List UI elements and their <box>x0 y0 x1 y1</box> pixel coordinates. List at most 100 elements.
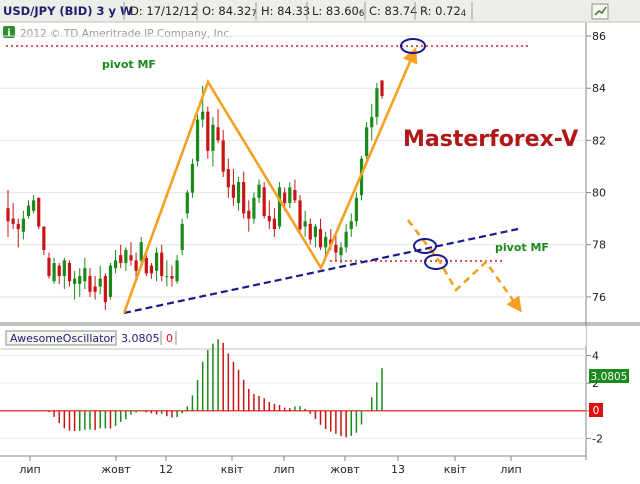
candle-body <box>288 187 292 203</box>
price-tick-label: 80 <box>592 187 606 200</box>
candle <box>149 263 154 279</box>
candle <box>113 249 118 274</box>
candle-body <box>108 265 113 297</box>
candle-body <box>42 226 46 250</box>
candle <box>226 158 230 198</box>
candle-body <box>349 221 353 230</box>
candle-body <box>231 184 236 198</box>
candle <box>21 210 25 240</box>
candle-body <box>221 140 225 172</box>
price-tick-label: 76 <box>592 291 606 304</box>
candle <box>119 244 123 269</box>
oscillator-tick-label: -2 <box>592 432 603 445</box>
candle-body <box>124 249 128 263</box>
candle-body <box>144 257 148 274</box>
candle <box>206 106 210 159</box>
candle <box>339 242 343 263</box>
candle-body <box>154 252 159 271</box>
candle <box>370 103 374 141</box>
header-bar <box>0 0 640 22</box>
candle-body <box>139 242 143 261</box>
candle <box>160 244 164 282</box>
time-tick-label: 12 <box>159 463 173 476</box>
candle <box>42 226 46 256</box>
candle-body <box>83 268 87 282</box>
candle <box>216 109 220 143</box>
candle <box>73 270 77 300</box>
candle <box>349 213 353 237</box>
candle <box>211 116 215 167</box>
oscillator-title-box[interactable]: AwesomeOscillator <box>5 330 117 346</box>
candle <box>195 114 200 167</box>
candle-body <box>119 255 123 263</box>
candle-body <box>339 247 343 256</box>
svg-text:i: i <box>7 28 10 39</box>
candle-body <box>16 223 20 230</box>
candle <box>16 218 20 248</box>
range-readout: R: 0.724 <box>420 4 466 19</box>
candle-body <box>344 231 348 248</box>
info-icon[interactable]: i <box>3 26 15 39</box>
candle-body <box>62 260 66 277</box>
candle-body <box>375 88 379 117</box>
time-tick-label: лип <box>500 463 521 476</box>
time-tick-label: лип <box>19 463 40 476</box>
candle-body <box>6 208 10 222</box>
time-tick-label: квіт <box>444 463 467 476</box>
svg-text:0: 0 <box>593 405 600 417</box>
candle-body <box>98 278 102 287</box>
svg-text:3.0805: 3.0805 <box>591 371 628 383</box>
candle-body <box>11 218 15 224</box>
oscillator-name: AwesomeOscillator <box>10 332 115 345</box>
candle-body <box>277 187 282 227</box>
candle-body <box>195 119 200 162</box>
price-panel <box>0 23 586 323</box>
candle-body <box>293 189 297 201</box>
candle <box>236 176 241 211</box>
price-tick-label: 86 <box>592 30 606 43</box>
candle-body <box>67 263 72 282</box>
candle <box>242 171 246 219</box>
candle-body <box>272 218 277 230</box>
candle <box>78 268 82 297</box>
candle <box>57 263 61 284</box>
candle <box>190 158 195 198</box>
candle-body <box>236 182 241 203</box>
candle <box>52 257 56 284</box>
candle-body <box>365 127 369 157</box>
candle-body <box>78 276 82 284</box>
candle-body <box>380 80 384 97</box>
candle-body <box>88 276 92 292</box>
candle <box>247 200 251 232</box>
candle <box>108 263 113 300</box>
candle <box>180 218 184 256</box>
candle-body <box>370 116 374 128</box>
candle <box>354 192 358 227</box>
candle <box>93 276 97 300</box>
time-tick-label: лип <box>273 463 294 476</box>
candle-body <box>73 278 77 284</box>
oscillator-grid <box>0 355 586 439</box>
candle-body <box>318 229 323 248</box>
time-tick-label: 13 <box>391 463 405 476</box>
copyright-watermark: 2012 © TD Ameritrade IP Company, Inc. <box>20 28 232 40</box>
candle <box>380 80 384 99</box>
chart-settings-icon[interactable] <box>591 3 609 20</box>
candle <box>165 260 169 287</box>
support-trendline <box>123 227 519 315</box>
candle <box>344 223 348 253</box>
candle <box>324 231 328 256</box>
low-readout: L: 83.606 <box>312 4 364 19</box>
candle-body <box>113 260 118 269</box>
candle <box>26 200 31 219</box>
forecast-path <box>406 219 522 313</box>
symbol-label[interactable]: USD/JPY (BID) 3 y W <box>3 4 133 18</box>
candle-body <box>242 182 246 214</box>
candle-body <box>262 187 266 217</box>
candle <box>103 273 107 310</box>
pivot-label-right: pivot MF <box>495 241 549 254</box>
marker-ellipse-top <box>400 38 426 54</box>
open-readout: O: 84.327 <box>202 4 257 19</box>
candle <box>313 223 317 248</box>
